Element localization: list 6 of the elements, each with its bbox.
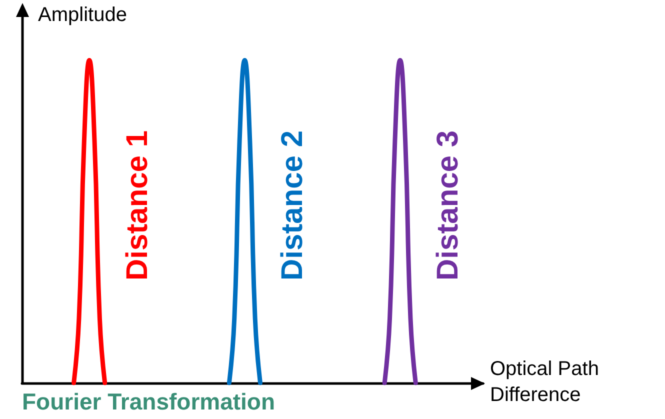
x-axis-title: Optical Path Difference [490,358,605,406]
text: Distance 2 [276,130,310,280]
text: Distance 3 [432,130,465,280]
text: Fourier Transformation [22,388,276,414]
y-axis-title: Amplitude [38,4,127,26]
text: Distance 1 [120,130,154,280]
